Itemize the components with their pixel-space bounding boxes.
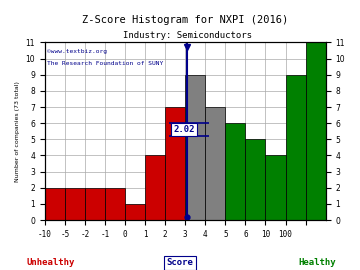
Text: ©www.textbiz.org: ©www.textbiz.org	[47, 49, 107, 54]
Text: Healthy: Healthy	[298, 258, 336, 267]
Y-axis label: Number of companies (73 total): Number of companies (73 total)	[15, 81, 20, 182]
Bar	[45, 188, 65, 220]
Bar	[85, 188, 105, 220]
Bar	[65, 188, 85, 220]
Bar	[165, 107, 185, 220]
Bar	[125, 204, 145, 220]
Text: Unhealthy: Unhealthy	[26, 258, 75, 267]
Text: Score: Score	[167, 258, 193, 267]
Bar	[185, 75, 205, 220]
Bar	[285, 75, 306, 220]
Bar	[145, 156, 165, 220]
Text: Industry: Semiconductors: Industry: Semiconductors	[123, 31, 252, 40]
Bar	[265, 156, 285, 220]
Text: 2.02: 2.02	[173, 125, 195, 134]
Bar	[246, 139, 265, 220]
Bar	[306, 42, 326, 220]
Bar	[105, 188, 125, 220]
Bar	[205, 107, 225, 220]
Text: The Research Foundation of SUNY: The Research Foundation of SUNY	[47, 61, 163, 66]
Bar	[225, 123, 246, 220]
Title: Z-Score Histogram for NXPI (2016): Z-Score Histogram for NXPI (2016)	[82, 15, 288, 25]
